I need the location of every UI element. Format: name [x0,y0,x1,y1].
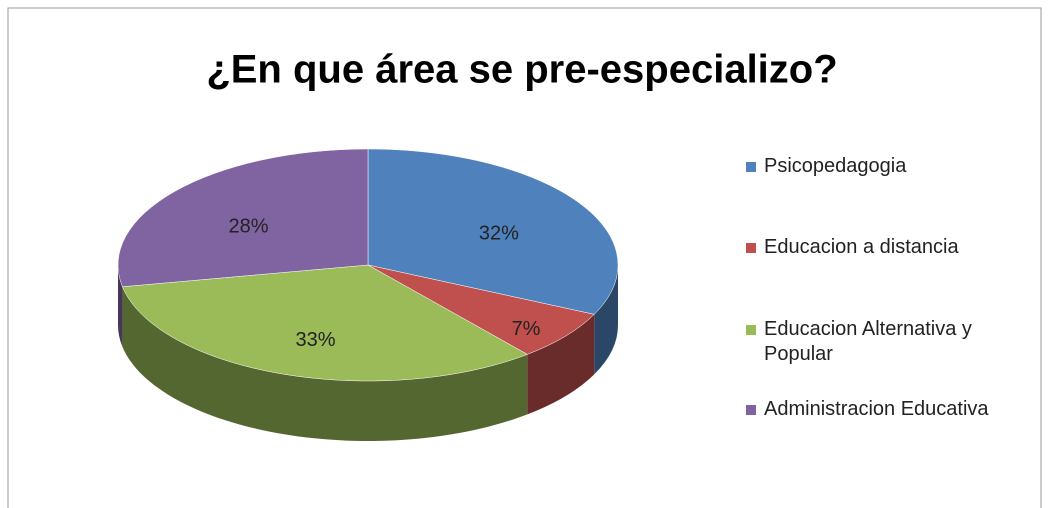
pie: 32% 7% 33% 28% [117,148,619,442]
pie-slice [117,148,369,288]
legend-item: Administracion Educativa [746,397,1034,422]
legend-swatch [746,405,756,415]
legend-label: Educacion Alternativa y Popular [764,318,972,365]
legend-swatch [746,325,756,335]
pie-slice [367,148,619,315]
chart-title: ¿En que área se pre-especializo? [206,48,837,92]
pie-slice-side [122,286,528,442]
legend-item: Educacion a distancia [746,235,1034,260]
legend-label: Administracion Educativa [764,398,989,420]
pie-slice-side [118,265,123,347]
pie-slice-side [527,314,595,415]
data-label: 33% [295,329,335,351]
legend-swatch [746,162,756,172]
data-label: 32% [479,223,519,245]
legend-item: Psicopedagogia [746,154,1034,179]
data-label: 7% [512,318,541,340]
chart-frame [7,7,1042,508]
pie-slice [367,264,595,355]
legend-item: Educacion Alternativa y Popular [746,317,1034,367]
pie-slice [122,264,528,382]
legend-label: Psicopedagogia [764,155,907,177]
legend-swatch [746,243,756,253]
legend-label: Educacion a distancia [764,236,959,258]
data-label: 28% [229,215,269,237]
pie-slice-side [594,265,618,375]
